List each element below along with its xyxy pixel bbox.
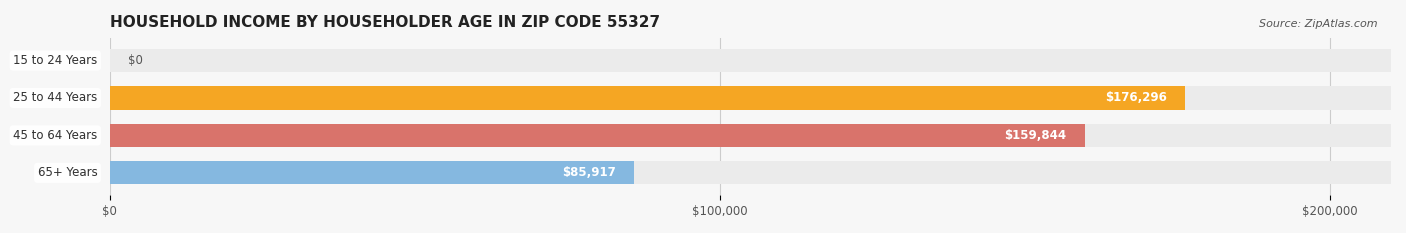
Text: 65+ Years: 65+ Years <box>38 166 97 179</box>
Text: $0: $0 <box>128 54 143 67</box>
Text: Source: ZipAtlas.com: Source: ZipAtlas.com <box>1260 19 1378 29</box>
Text: 25 to 44 Years: 25 to 44 Years <box>13 92 97 104</box>
Text: 65+ Years: 65+ Years <box>38 166 97 179</box>
Bar <box>110 86 1185 110</box>
Text: $176,296: $176,296 <box>1105 92 1167 104</box>
Text: 45 to 64 Years: 45 to 64 Years <box>13 129 97 142</box>
Text: 15 to 24 Years: 15 to 24 Years <box>13 54 97 67</box>
Bar <box>110 161 1391 185</box>
Text: $159,844: $159,844 <box>1004 129 1067 142</box>
Text: 25 to 44 Years: 25 to 44 Years <box>13 92 97 104</box>
Bar <box>110 49 1391 72</box>
Bar <box>110 124 1085 147</box>
Text: HOUSEHOLD INCOME BY HOUSEHOLDER AGE IN ZIP CODE 55327: HOUSEHOLD INCOME BY HOUSEHOLDER AGE IN Z… <box>110 15 659 30</box>
Bar <box>110 161 634 185</box>
Text: 45 to 64 Years: 45 to 64 Years <box>13 129 97 142</box>
Text: 15 to 24 Years: 15 to 24 Years <box>13 54 97 67</box>
Bar <box>110 124 1391 147</box>
Bar <box>110 86 1391 110</box>
Text: $85,917: $85,917 <box>562 166 616 179</box>
